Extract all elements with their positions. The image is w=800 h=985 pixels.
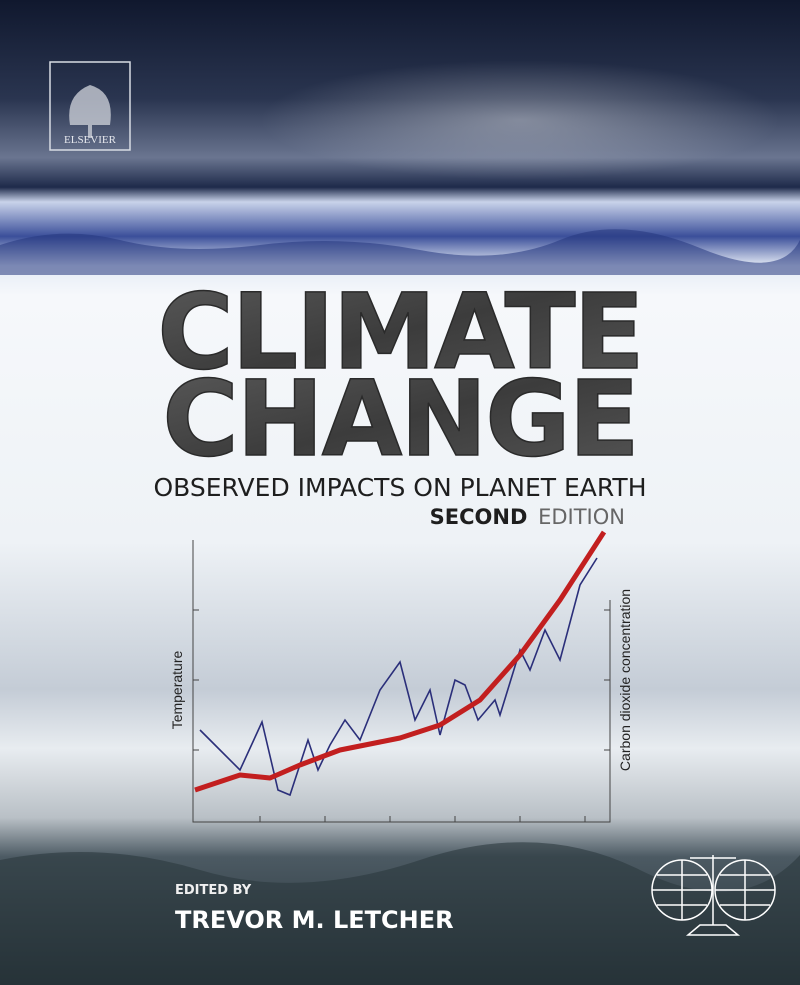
editor-label: EDITED BY bbox=[175, 883, 252, 898]
edition-ordinal: SECOND bbox=[430, 505, 528, 529]
subtitle: OBSERVED IMPACTS ON PLANET EARTH bbox=[153, 473, 646, 502]
edition-word: EDITION bbox=[538, 505, 625, 529]
editor-name: TREVOR M. LETCHER bbox=[175, 906, 454, 934]
bottom-sea bbox=[0, 842, 800, 985]
chart-axes bbox=[192, 540, 611, 823]
cover-chart bbox=[192, 530, 611, 823]
y-axis-label: Temperature bbox=[169, 650, 185, 729]
publisher: ELSEVIER bbox=[64, 134, 117, 146]
logo-tree bbox=[69, 85, 111, 138]
temperature-line bbox=[199, 557, 598, 797]
y2-axis-label: Carbon dioxide concentration bbox=[617, 589, 633, 771]
co2-line bbox=[194, 530, 607, 793]
wave bbox=[0, 229, 800, 275]
publisher-logo: ELSEVIER bbox=[49, 61, 131, 151]
edition: SECOND EDITION bbox=[430, 505, 625, 529]
logo-frame bbox=[49, 61, 131, 151]
society-logo bbox=[651, 855, 776, 936]
chart-ticks bbox=[193, 609, 610, 822]
title-line: CLIMATE bbox=[157, 271, 642, 393]
title-line: CHANGE bbox=[162, 358, 637, 480]
sky-light bbox=[260, 60, 780, 180]
